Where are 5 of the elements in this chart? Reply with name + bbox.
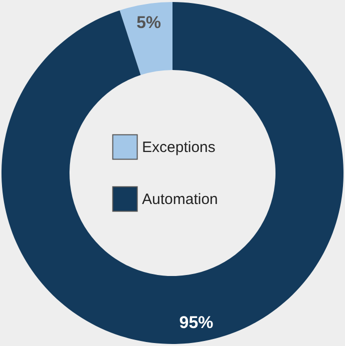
legend-label: Exceptions [142, 139, 216, 156]
legend-label: Automation [142, 191, 218, 208]
data-label: 5% [136, 12, 162, 32]
donut-slice [120, 2, 172, 76]
data-label: 95% [179, 313, 214, 332]
